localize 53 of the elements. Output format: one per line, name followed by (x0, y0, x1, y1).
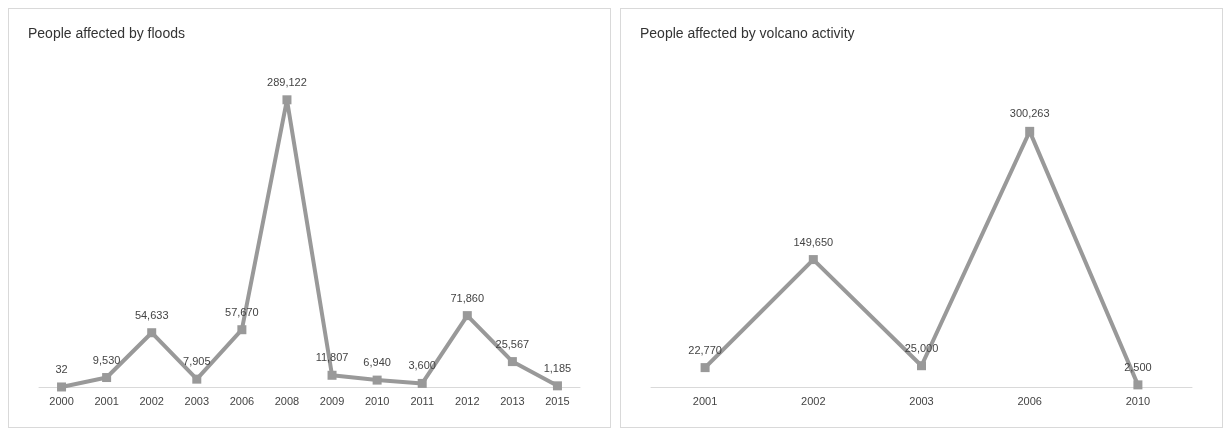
data-label: 71,860 (450, 291, 485, 304)
x-tick-label: 2001 (94, 394, 119, 407)
x-tick-label: 2012 (455, 394, 480, 407)
x-tick-label: 2003 (184, 394, 210, 407)
data-label: 57,670 (225, 305, 259, 318)
x-tick-label: 2009 (319, 394, 345, 407)
data-label: 22,770 (688, 343, 722, 356)
data-label: 32 (55, 362, 68, 375)
x-tick-label: 2003 (909, 394, 934, 407)
point (417, 378, 427, 388)
data-label: 300,263 (1009, 107, 1050, 120)
data-label: 149,650 (793, 235, 834, 248)
x-tick-label: 2010 (364, 394, 390, 407)
data-label: 7,905 (183, 355, 211, 368)
data-label: 1,185 (543, 361, 572, 374)
data-label: 25,000 (904, 341, 939, 354)
x-tick-label: 2010 (1125, 394, 1151, 407)
point (507, 357, 517, 367)
point (147, 328, 157, 338)
chart-title: People affected by floods (28, 25, 185, 41)
x-tick-label: 2002 (801, 394, 826, 407)
x-tick-label: 2006 (229, 394, 255, 407)
data-label: 9,530 (92, 353, 121, 366)
data-label: 2,500 (1124, 360, 1152, 373)
point (808, 255, 818, 265)
data-label: 25,567 (495, 337, 530, 350)
chart-title: People affected by volcano activity (640, 25, 855, 41)
x-tick-label: 2008 (274, 394, 300, 407)
point (1025, 126, 1035, 136)
x-tick-label: 2001 (692, 394, 718, 407)
point (917, 361, 926, 371)
data-label: 11,807 (315, 351, 349, 364)
x-tick-label: 2011 (410, 394, 435, 407)
x-tick-label: 2013 (500, 394, 525, 407)
data-label: 289,122 (267, 75, 307, 88)
data-label: 3,600 (408, 359, 436, 372)
point (192, 374, 202, 384)
point (282, 95, 292, 105)
x-tick-label: 2000 (49, 394, 74, 407)
point (372, 375, 382, 385)
point (57, 382, 67, 392)
point (102, 373, 112, 383)
point (1133, 380, 1143, 390)
point (327, 370, 337, 380)
data-label: 54,633 (134, 308, 169, 321)
data-label: 6,940 (363, 356, 391, 369)
point (237, 325, 247, 335)
x-tick-label: 2006 (1017, 394, 1042, 407)
x-tick-label: 2002 (139, 394, 164, 407)
x-tick-label: 2015 (545, 394, 570, 407)
point (700, 363, 710, 373)
point (462, 311, 472, 321)
point (552, 381, 562, 391)
